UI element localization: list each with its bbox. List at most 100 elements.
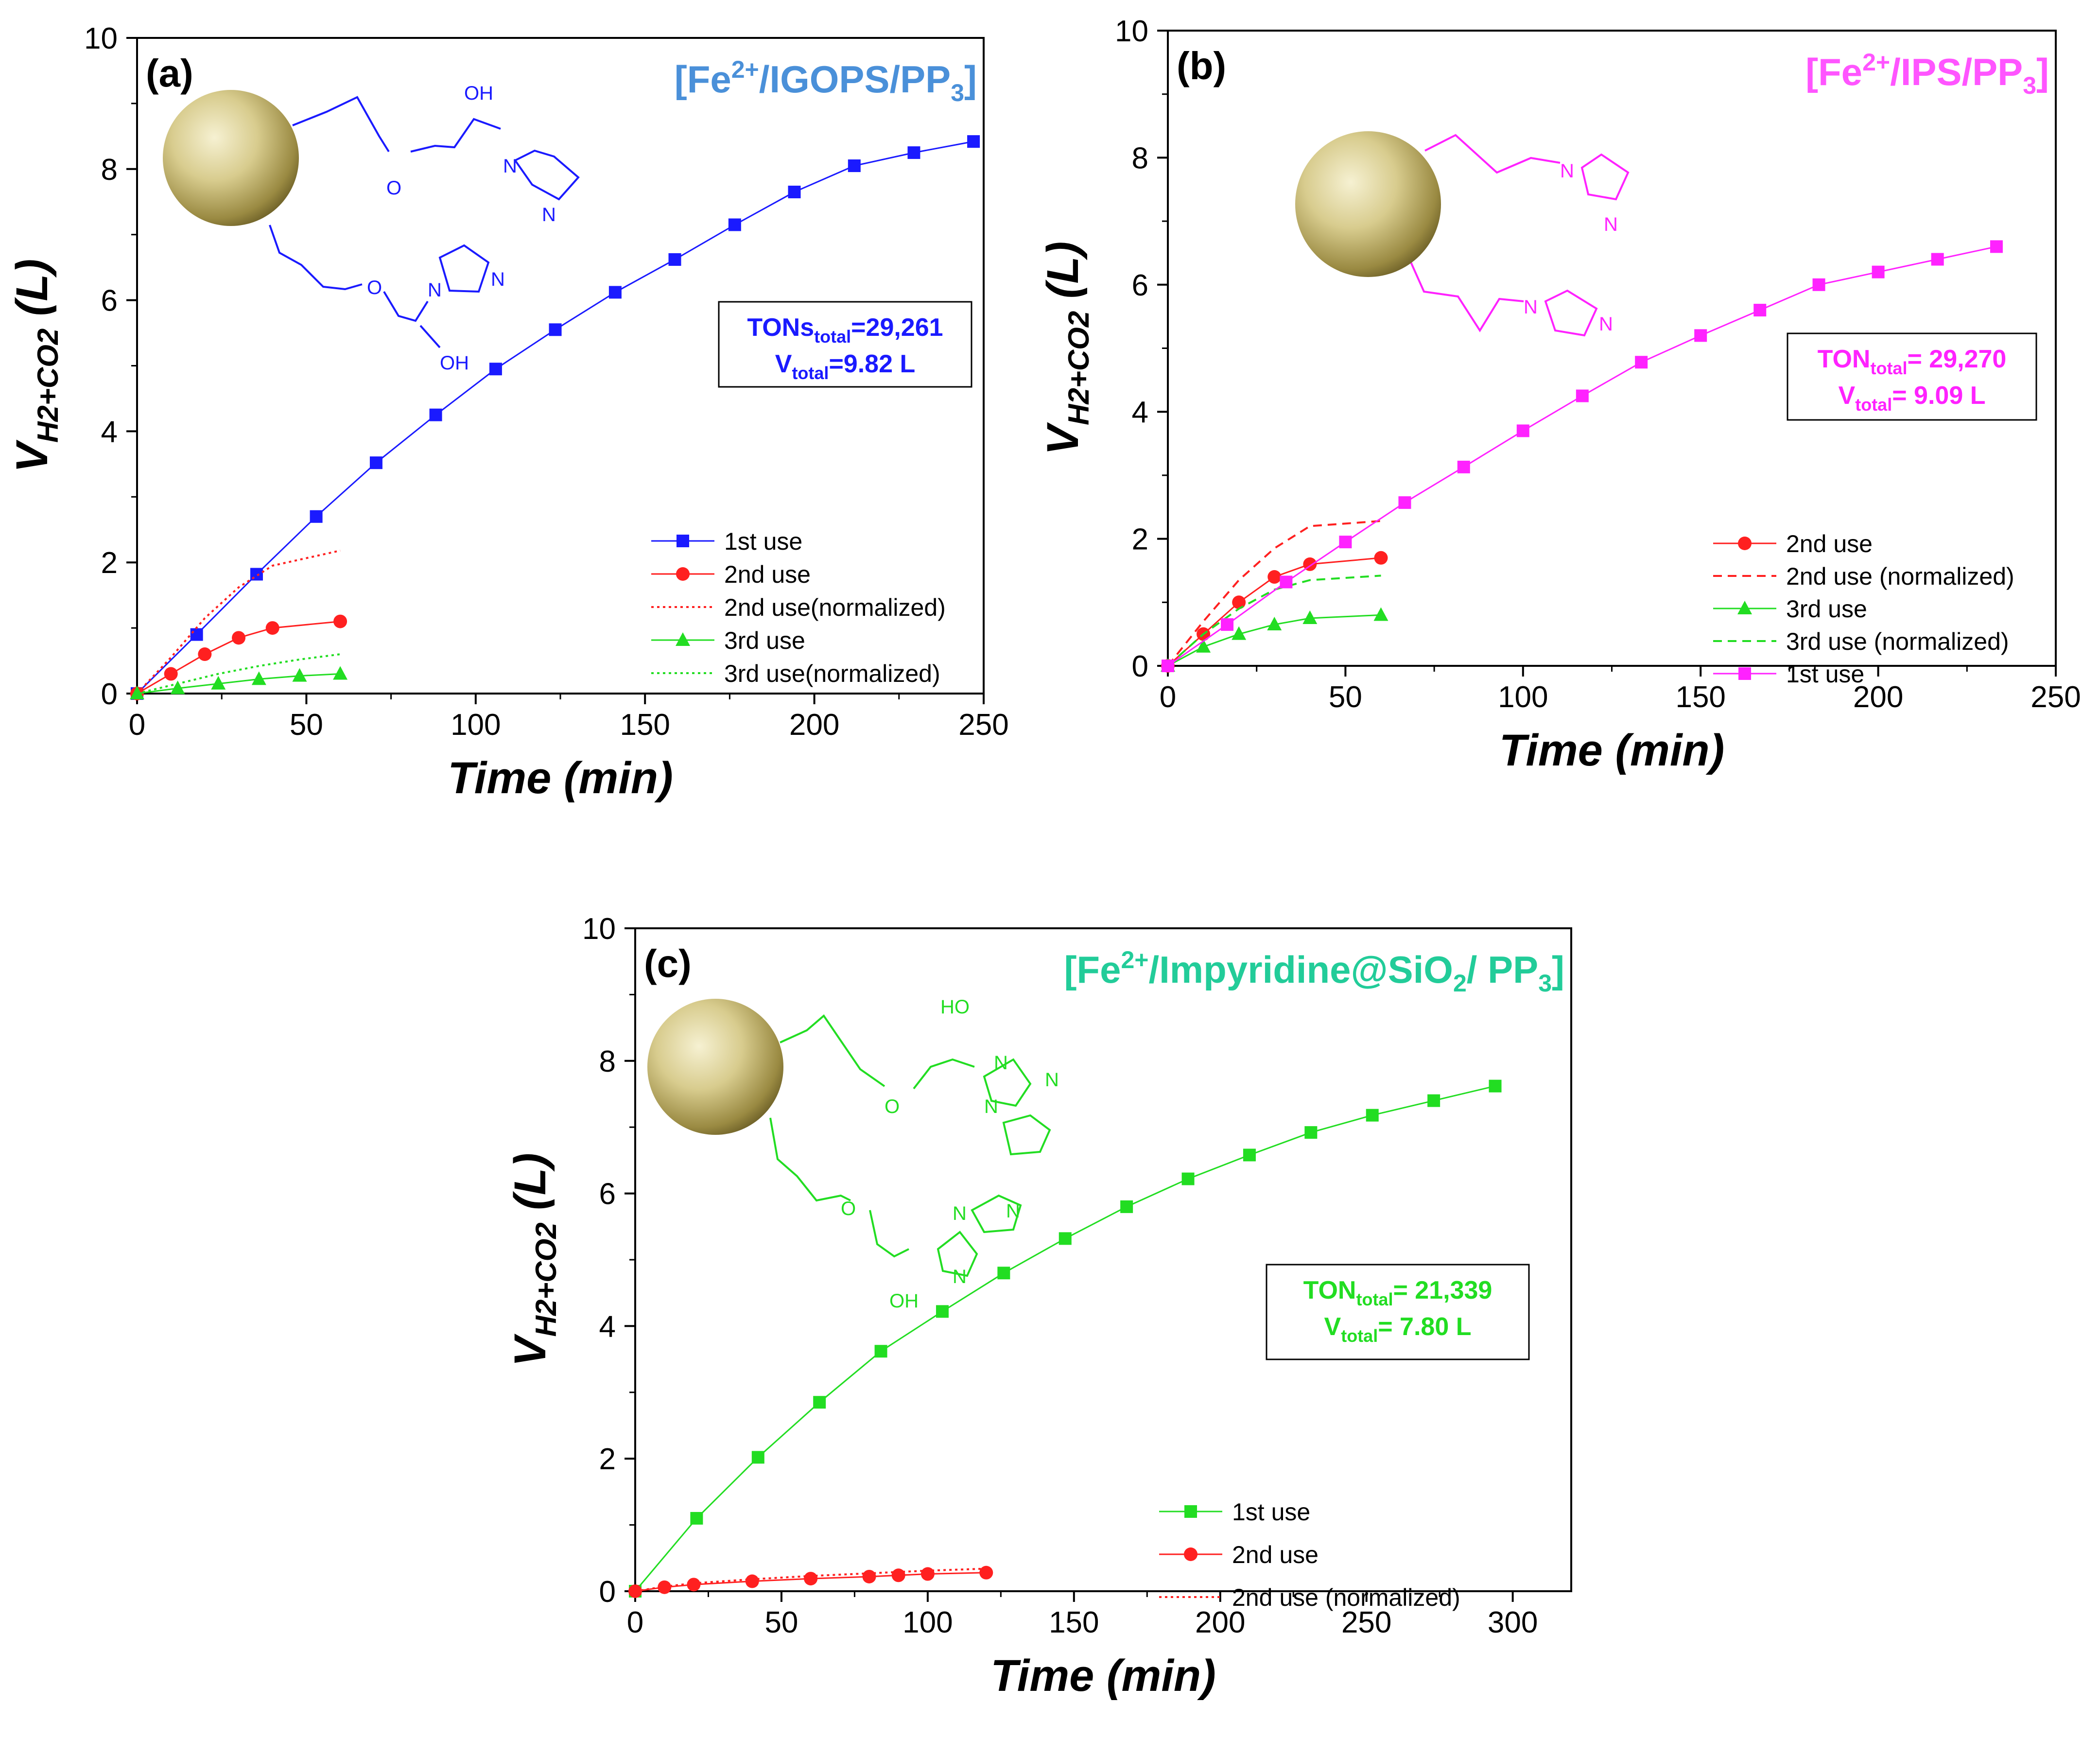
bond-line <box>383 291 429 322</box>
x-tick-label: 250 <box>1341 1606 1391 1639</box>
data-point <box>862 1569 876 1583</box>
y-tick-label: 4 <box>101 415 118 449</box>
y-tick-label: 8 <box>1132 141 1148 175</box>
atom-label: N <box>491 269 505 290</box>
bond-line <box>514 149 580 201</box>
info-sub: total <box>1356 1289 1393 1309</box>
legend: 1st use 2nd use 2nd use(normalized) 3rd use… <box>651 528 946 687</box>
data-point <box>728 218 741 231</box>
atom-label: N <box>1604 214 1618 235</box>
y-tick-label: 8 <box>101 153 118 187</box>
series-line <box>1167 574 1381 667</box>
info-text: Vtotal= 9.09 L <box>1839 382 1986 415</box>
data-point <box>251 671 266 685</box>
y-tick-label: 10 <box>582 912 616 946</box>
bond-line <box>937 1231 978 1277</box>
bond-line <box>869 1210 909 1258</box>
bond-line <box>1002 1114 1051 1156</box>
data-point <box>745 1574 759 1588</box>
info-sub: total <box>792 363 829 383</box>
structure-group <box>769 1014 1051 1277</box>
panel-label: (c) <box>644 942 692 985</box>
data-point <box>979 1565 993 1580</box>
y-axis-title: VH2+CO2 (L) <box>505 1153 562 1367</box>
data-point <box>265 621 279 635</box>
catalyst-text: /Impyridine@SiO <box>1148 948 1453 991</box>
data-point <box>677 535 689 547</box>
legend-label: 1st use <box>1786 660 1864 688</box>
data-point <box>1221 618 1234 631</box>
catalyst-text: ] <box>2036 51 2049 93</box>
series-2nd-use-normalized- <box>136 549 341 695</box>
x-tick-label: 200 <box>789 708 839 742</box>
data-point <box>1243 1148 1256 1162</box>
bond-line <box>269 225 363 291</box>
info-sub: total <box>1870 358 1907 378</box>
data-point <box>369 456 382 469</box>
info-text: Vtotal=9.82 L <box>775 350 915 383</box>
data-point <box>1339 536 1352 549</box>
bond-line <box>419 325 441 348</box>
x-axis-title: Time (min) <box>990 1651 1215 1701</box>
data-point <box>1457 460 1470 473</box>
data-point <box>250 568 263 581</box>
legend-label: 3rd use <box>1786 595 1867 623</box>
y-axis-unit: (L) <box>505 1153 555 1222</box>
legend-label: 2nd use(normalized) <box>724 594 946 621</box>
data-point <box>1398 496 1411 509</box>
data-point <box>1302 610 1318 624</box>
info-main: TONs <box>747 313 814 342</box>
catalyst-text: ] <box>964 58 977 101</box>
bond-line <box>1424 134 1561 174</box>
x-tick-label: 0 <box>627 1606 643 1639</box>
data-point <box>1990 240 2003 253</box>
series-line <box>1167 557 1381 667</box>
catalyst-sup: 2+ <box>1121 946 1148 973</box>
series-line <box>635 1567 987 1592</box>
silica-sphere <box>647 999 783 1135</box>
atom-label: N <box>984 1096 998 1117</box>
x-tick-label: 150 <box>620 708 670 742</box>
y-tick-label: 2 <box>1132 523 1148 556</box>
data-point <box>687 1578 701 1592</box>
data-point <box>1738 537 1752 550</box>
y-axis-main: V <box>7 439 57 472</box>
x-axis-title: Time (min) <box>1499 726 1724 775</box>
y-tick-label: 4 <box>599 1310 616 1343</box>
info-text: TONstotal=29,261 <box>747 313 943 347</box>
data-point <box>891 1568 905 1582</box>
data-point <box>292 668 307 682</box>
catalyst-text: / PP <box>1467 948 1538 991</box>
y-tick-label: 6 <box>101 284 118 318</box>
info-box <box>1787 332 2037 421</box>
atom-label: O <box>386 177 401 199</box>
plot-frame <box>634 927 1572 1592</box>
data-point <box>1162 660 1174 672</box>
data-point <box>164 667 178 681</box>
atom-label: O <box>885 1096 900 1117</box>
atom-label: N <box>1006 1200 1020 1222</box>
x-tick-label: 0 <box>1160 680 1176 714</box>
info-main: TON <box>1303 1276 1356 1304</box>
info-value: =29,261 <box>851 313 943 342</box>
y-tick-label: 4 <box>1132 396 1148 429</box>
bond-line <box>438 244 490 293</box>
y-axis-sub: H2+CO2 <box>32 329 64 443</box>
data-point <box>1280 575 1293 589</box>
data-point <box>1753 304 1767 317</box>
bond-line <box>769 1117 851 1202</box>
info-box <box>1266 1264 1530 1360</box>
x-tick-label: 200 <box>1195 1606 1245 1639</box>
info-text: TONtotal= 29,270 <box>1818 345 2007 378</box>
x-tick-label: 100 <box>451 708 501 742</box>
x-tick-label: 50 <box>1329 680 1362 714</box>
atom-label: O <box>367 277 382 298</box>
catalyst-text: [Fe <box>1805 51 1862 93</box>
data-point <box>1181 1172 1195 1185</box>
data-point <box>1374 551 1388 565</box>
atom-label: N <box>1045 1069 1059 1091</box>
y-tick-label: 0 <box>101 678 118 711</box>
x-tick-label: 250 <box>2031 680 2081 714</box>
data-point <box>936 1305 949 1318</box>
